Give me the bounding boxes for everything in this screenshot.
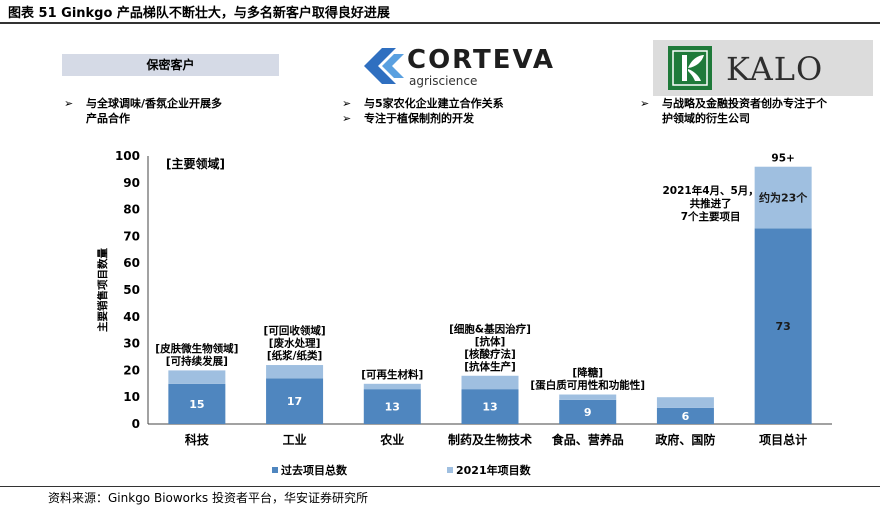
bar-value-label: 9: [584, 406, 592, 419]
bar-segment-past: [168, 383, 226, 424]
bar-segment-2021: [461, 375, 519, 390]
bullet-arrow-icon: ➢: [64, 97, 74, 110]
y-tick-label: 30: [123, 337, 140, 351]
figure-title: 图表 51 Ginkgo 产品梯队不断壮大，与多名新客户取得良好进展: [8, 6, 390, 21]
partner-point-text: 护领域的衍生公司: [662, 112, 750, 125]
y-tick-label: 90: [123, 176, 140, 190]
total-2021-label: 约为23个: [759, 191, 808, 205]
category-annotation: [抗体]: [475, 335, 506, 348]
partner-point-text: 与战略及金融投资者创办专注于个: [662, 97, 827, 110]
x-category-label: 科技: [185, 432, 210, 447]
source-note: 资料来源：Ginkgo Bioworks 投资者平台，华安证券研究所: [48, 491, 368, 505]
partner-point-line: ➢ 专注于植保制剂的开发: [342, 111, 602, 126]
bar-value-label: 6: [682, 410, 690, 423]
category-annotation: [可持续发展]: [166, 354, 228, 367]
kalo-wordmark: KALO: [726, 50, 824, 88]
bullet-arrow-icon: ➢: [342, 97, 352, 110]
bar-segment-2021: [168, 370, 226, 384]
y-tick-label: 50: [123, 283, 140, 297]
y-tick-label: 20: [123, 363, 140, 377]
bar-segment-past: [363, 389, 421, 424]
bar-segment-past: [559, 399, 617, 424]
y-tick-label: 0: [132, 417, 140, 431]
legend-label: 2021年项目数: [456, 464, 531, 477]
bar-value-label: 13: [385, 401, 400, 414]
category-annotation: [可再生材料]: [361, 368, 423, 381]
bar-segment-past: [461, 389, 519, 424]
bar-segment-past: [656, 407, 714, 424]
total-top-label: 95+: [771, 153, 794, 165]
partner-point-line: ➢ 与全球调味/香氛企业开展多: [64, 96, 284, 111]
legend-swatch: [272, 467, 278, 473]
bar-segment-2021: [559, 394, 617, 400]
bar-segment-2021: [656, 397, 714, 408]
corteva-wordmark: CORTEVA: [407, 45, 556, 75]
source-divider: [0, 486, 880, 487]
y-tick-label: 70: [123, 229, 140, 243]
bar-segment-past: [754, 228, 812, 424]
bar-segment-2021: [363, 383, 421, 390]
x-category-label: 项目总计: [759, 432, 807, 447]
category-annotation: [抗体生产]: [464, 360, 516, 373]
title-divider: [0, 22, 880, 24]
category-annotation: [核酸疗法]: [464, 347, 516, 360]
y-tick-label: 100: [115, 149, 140, 163]
partner-point-line: 护领域的衍生公司: [640, 111, 875, 126]
partner-notes-confidential: ➢ 与全球调味/香氛企业开展多 产品合作: [64, 96, 284, 126]
category-annotation: [皮肤微生物领域]: [155, 342, 238, 355]
partner-point-line: 产品合作: [64, 111, 284, 126]
bar-value-label: 13: [482, 401, 497, 414]
y-tick-label: 60: [123, 256, 140, 270]
category-annotation: [蛋白质可用性和功能性]: [530, 379, 645, 392]
bar-segment-past: [266, 378, 324, 424]
partner-notes-corteva: ➢ 与5家农化企业建立合作关系 ➢ 专注于植保制剂的开发: [342, 96, 602, 126]
x-category-label: 制药及生物技术: [448, 432, 532, 447]
y-tick-label: 80: [123, 203, 140, 217]
x-category-label: 农业: [379, 432, 404, 447]
corteva-logo: [364, 48, 404, 84]
partner-point-text: 产品合作: [86, 112, 130, 125]
legend-label: 过去项目总数: [281, 464, 347, 477]
kalo-leaf-icon: [668, 46, 712, 90]
partner-point-text: 与全球调味/香氛企业开展多: [86, 97, 223, 110]
legend-item: 过去项目总数: [272, 462, 347, 478]
category-annotation: [细胞&基因治疗]: [449, 322, 531, 335]
legend-swatch: [447, 467, 453, 473]
legend-item: 2021年项目数: [447, 462, 531, 478]
chart-legend: 过去项目总数 2021年项目数: [272, 462, 531, 478]
bar-value-label: 15: [189, 398, 204, 411]
x-category-label: 工业: [283, 432, 307, 447]
confidential-client-box: 保密客户: [62, 54, 279, 76]
category-annotation: [降糖]: [572, 366, 603, 379]
bar-segment-2021: [754, 166, 812, 229]
partner-point-line: ➢ 与战略及金融投资者创办专注于个: [640, 96, 875, 111]
category-annotation: [纸浆/纸类]: [267, 349, 322, 362]
bar-value-label: 73: [775, 320, 790, 333]
y-tick-label: 40: [123, 310, 140, 324]
bullet-arrow-icon: ➢: [342, 112, 352, 125]
category-annotation: [废水处理]: [269, 337, 321, 350]
chart-corner-note: [主要领域]: [166, 156, 225, 171]
partner-notes-kalo: ➢ 与战略及金融投资者创办专注于个 护领域的衍生公司: [640, 96, 875, 126]
category-annotation: [可回收领域]: [264, 324, 326, 337]
total-note-line: 7个主要项目: [681, 210, 741, 223]
corteva-chevron-icon: [364, 48, 404, 84]
partner-point-line: ➢ 与5家农化企业建立合作关系: [342, 96, 602, 111]
partner-point-text: 专注于植保制剂的开发: [364, 112, 474, 125]
corteva-subtitle: agriscience: [409, 74, 478, 88]
x-category-label: 食品、营养品: [551, 432, 624, 447]
y-tick-label: 10: [123, 390, 140, 404]
bullet-arrow-icon: ➢: [640, 97, 650, 110]
y-axis-label: 主要销售项目数量: [96, 248, 109, 332]
total-note-line: 2021年4月、5月，: [662, 184, 758, 197]
bar-value-label: 17: [287, 395, 302, 408]
partner-point-text: 与5家农化企业建立合作关系: [364, 97, 504, 110]
total-note-line: 共推进了: [690, 197, 732, 210]
x-category-label: 政府、国防: [655, 432, 715, 447]
bar-segment-2021: [266, 365, 324, 379]
